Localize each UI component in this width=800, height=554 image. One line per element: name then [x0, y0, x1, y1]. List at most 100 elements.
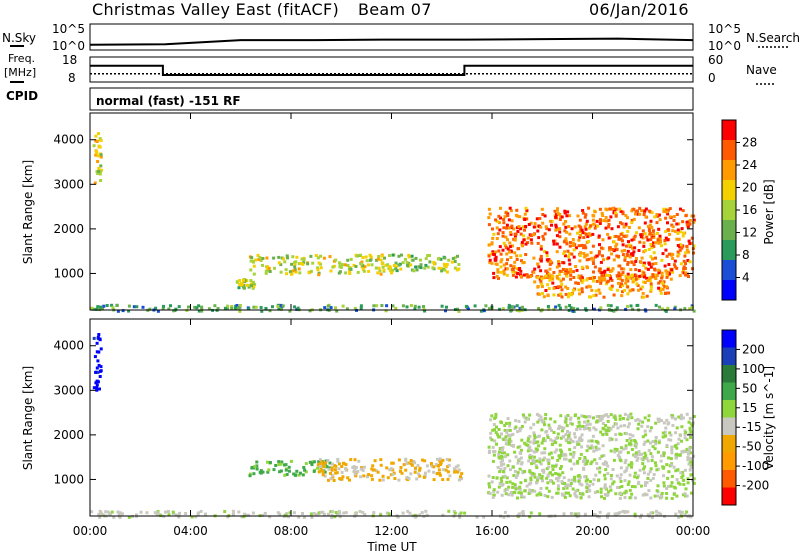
power-echo-cell [564, 240, 568, 244]
velocity-echo-cell [685, 447, 689, 451]
power-echo-cell [273, 266, 276, 270]
power-echo-cell [559, 215, 563, 218]
velocity-echo-cell [679, 434, 683, 438]
power-echo-cell [502, 221, 506, 225]
power-echo-cell [569, 273, 573, 277]
power-echo-cell [395, 269, 399, 273]
power-echo-cell [597, 276, 601, 280]
velocity-echo-cell [353, 467, 357, 471]
power-echo-cell [311, 261, 315, 265]
velocity-echo-cell [529, 490, 533, 494]
x-tick-label: 04:00 [173, 524, 208, 538]
velocity-echo-cell [448, 474, 452, 478]
power-echo-cell [277, 255, 281, 259]
velocity-echo-cell [95, 341, 99, 345]
power-echo-cell [505, 252, 509, 256]
power-echo-cell [558, 273, 562, 277]
velocity-echo-cell [637, 450, 641, 454]
velocity-echo-cell [560, 429, 564, 433]
velocity-echo-cell [574, 489, 578, 493]
velocity-echo-cell [675, 426, 679, 430]
velocity-echo-cell [435, 472, 439, 476]
power-echo-cell [386, 263, 390, 267]
power-echo-cell [359, 306, 363, 310]
power-echo-cell [684, 273, 688, 277]
power-echo-cell [292, 269, 296, 273]
power-echo-cell [562, 222, 566, 226]
velocity-echo-cell [513, 469, 517, 473]
power-echo-cell [558, 235, 562, 239]
velocity-echo-cell [591, 434, 595, 438]
velocity-echo-cell [532, 422, 536, 426]
power-echo-cell [564, 305, 568, 309]
velocity-echo-cell [568, 431, 572, 435]
velocity-echo-cell [519, 448, 523, 452]
power-echo-cell [655, 213, 659, 216]
velocity-echo-cell [326, 512, 330, 516]
power-echo-cell [555, 242, 559, 246]
power-echo-cell [413, 307, 417, 311]
power-echo-cell [258, 256, 262, 260]
velocity-echo-cell [614, 433, 618, 437]
velocity-echo-cell [646, 425, 650, 429]
power-echo-cell [572, 248, 576, 252]
velocity-echo-cell [662, 481, 666, 485]
velocity-echo-cell [97, 333, 101, 336]
power-echo-cell [626, 292, 630, 296]
velocity-echo-cell [570, 422, 574, 426]
power-echo-cell [621, 284, 625, 288]
power-echo-cell [541, 234, 545, 238]
power-echo-cell [607, 223, 611, 226]
velocity-echo-cell [602, 427, 606, 431]
velocity-echo-cell [685, 510, 689, 514]
velocity-echo-cell [644, 481, 648, 485]
power-echo-cell [634, 274, 638, 278]
velocity-echo-cell [540, 476, 544, 480]
velocity-echo-region [248, 459, 332, 478]
power-echo-region [92, 132, 103, 185]
velocity-echo-cell [493, 439, 497, 443]
power-echo-cell [344, 271, 348, 275]
velocity-echo-cell [418, 474, 422, 478]
velocity-echo-cell [626, 451, 630, 455]
power-echo-cell [380, 304, 384, 307]
velocity-echo-cell [681, 474, 685, 478]
velocity-echo-cell [601, 433, 605, 437]
power-echo-cell [609, 277, 613, 281]
power-echo-cell [664, 236, 668, 240]
velocity-echo-cell [667, 421, 671, 425]
velocity-echo-cell [499, 447, 503, 450]
velocity-echo-cell [607, 429, 611, 433]
noise-sky-line [89, 37, 694, 46]
velocity-echo-cell [680, 475, 684, 479]
velocity-echo-cell [528, 470, 532, 474]
y-tick-label: 1000 [53, 266, 84, 280]
power-echo-cell [542, 295, 546, 299]
velocity-echo-cell [667, 456, 671, 460]
velocity-echo-cell [95, 379, 99, 383]
velocity-echo-cell [317, 511, 321, 515]
power-echo-cell [663, 239, 667, 242]
velocity-echo-cell [508, 424, 512, 428]
power-echo-cell [522, 225, 525, 229]
power-echo-cell [584, 232, 588, 236]
power-echo-cell [620, 294, 624, 298]
velocity-echo-cell [680, 425, 684, 429]
velocity-echo-cell [505, 480, 509, 484]
power-echo-cell [580, 276, 584, 280]
velocity-echo-cell [594, 428, 598, 432]
power-echo-cell [642, 295, 646, 299]
power-echo-cell [656, 238, 660, 242]
velocity-echo-cell [623, 412, 627, 416]
power-echo-cell [444, 309, 447, 313]
power-echo-cell [564, 225, 568, 229]
velocity-echo-cell [492, 423, 496, 426]
power-echo-cell [539, 254, 543, 258]
power-echo-cell [533, 222, 537, 225]
velocity-echo-cell [453, 511, 457, 515]
velocity-echo-cell [490, 480, 494, 484]
velocity-echo-cell [135, 513, 138, 517]
power-echo-cell [649, 238, 653, 242]
velocity-echo-cell [503, 455, 507, 459]
velocity-echo-cell [508, 421, 512, 425]
